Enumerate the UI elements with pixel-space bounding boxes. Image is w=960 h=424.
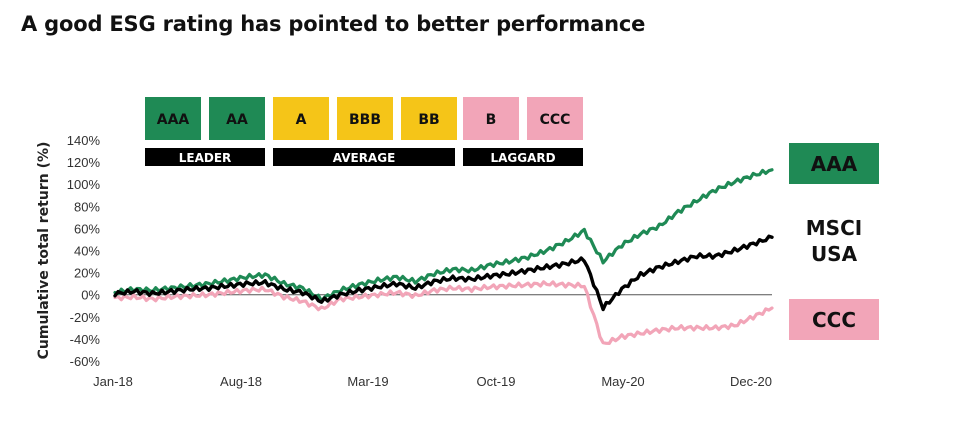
y-tick-label: -60% bbox=[70, 354, 101, 369]
rating-label-a: A bbox=[296, 112, 307, 128]
y-tick-label: 0% bbox=[81, 288, 100, 303]
rating-group-label-average: AVERAGE bbox=[333, 151, 396, 165]
y-tick-label: 140% bbox=[67, 133, 101, 148]
rating-label-ccc: CCC bbox=[540, 112, 571, 128]
rating-box-ccc bbox=[527, 97, 583, 140]
rating-box-aa bbox=[209, 97, 265, 140]
series-line-ccc bbox=[113, 280, 774, 345]
rating-label-aaa: AAA bbox=[157, 112, 190, 128]
y-axis-label: Cumulative total return (%) bbox=[36, 142, 52, 360]
rating-box-a bbox=[273, 97, 329, 140]
y-tick-label: 100% bbox=[67, 177, 101, 192]
rating-box-bbb bbox=[337, 97, 393, 140]
y-tick-label: 20% bbox=[74, 266, 100, 281]
y-tick-label: 60% bbox=[74, 221, 100, 236]
rating-group-label-laggard: LAGGARD bbox=[490, 151, 555, 165]
end-label-msci-line1: MSCI bbox=[805, 216, 863, 240]
x-tick-label: Mar-19 bbox=[347, 374, 388, 389]
rating-label-bb: BB bbox=[418, 112, 439, 128]
end-label-msci-line2: USA bbox=[810, 242, 858, 266]
rating-group-label-leader: LEADER bbox=[179, 151, 232, 165]
chart-title: A good ESG rating has pointed to better … bbox=[21, 12, 646, 36]
x-tick-label: Jan-18 bbox=[93, 374, 133, 389]
y-tick-label: 80% bbox=[74, 199, 100, 214]
y-tick-label: 40% bbox=[74, 244, 100, 259]
end-label-aaa: AAA bbox=[789, 143, 879, 184]
rating-box-aaa bbox=[145, 97, 201, 140]
series-line-msci-usa bbox=[113, 234, 774, 312]
rating-box-b bbox=[463, 97, 519, 140]
end-label-ccc: CCC bbox=[789, 299, 879, 340]
rating-group-bar-laggard bbox=[463, 148, 583, 166]
rating-group-bar-leader bbox=[145, 148, 265, 166]
x-tick-label: Oct-19 bbox=[476, 374, 515, 389]
y-tick-label: 120% bbox=[67, 155, 101, 170]
y-tick-label: -40% bbox=[70, 332, 101, 347]
x-tick-label: Aug-18 bbox=[220, 374, 262, 389]
end-label-msci-usa: MSCI USA bbox=[789, 213, 879, 269]
series-line-aaa bbox=[113, 168, 774, 303]
y-tick-label: -20% bbox=[70, 310, 101, 325]
rating-label-aa: AA bbox=[226, 112, 248, 128]
rating-label-b: B bbox=[486, 112, 497, 128]
x-tick-label: May-20 bbox=[601, 374, 644, 389]
rating-box-bb bbox=[401, 97, 457, 140]
x-tick-label: Dec-20 bbox=[730, 374, 772, 389]
rating-label-bbb: BBB bbox=[349, 112, 381, 128]
rating-group-bar-average bbox=[273, 148, 455, 166]
